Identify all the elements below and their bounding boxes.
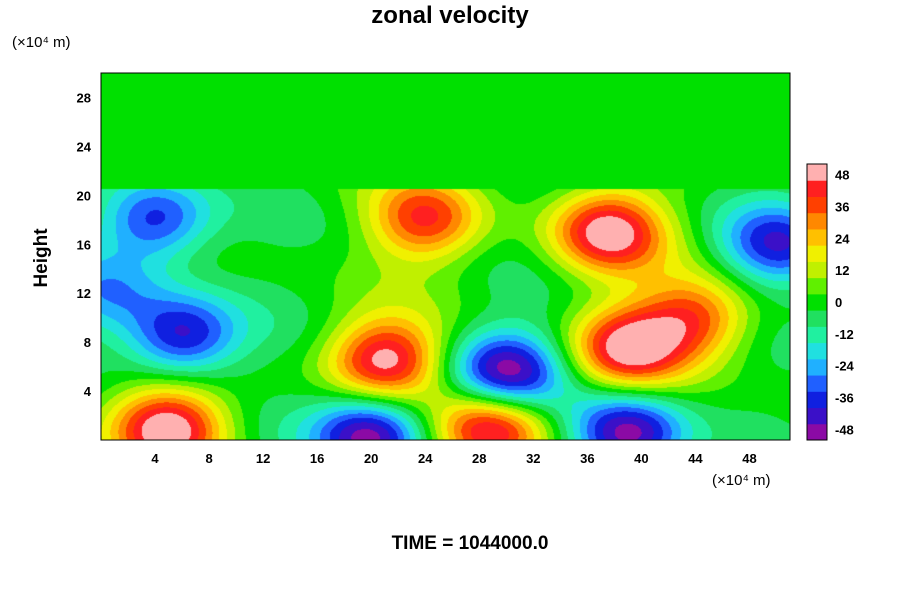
colorbar-swatch	[807, 407, 827, 425]
colorbar-swatch	[807, 196, 827, 214]
colorbar-swatch	[807, 277, 827, 295]
colorbar: 48 36 24 12 0 -12 -24 -36 -48	[806, 163, 855, 441]
colorbar-tick-label: 48	[835, 168, 849, 183]
colorbar-swatch	[807, 293, 827, 311]
colorbar-tick-label: 0	[835, 295, 842, 310]
x-tick-label: 36	[580, 451, 594, 466]
colorbar-swatch	[807, 310, 827, 327]
colorbar-tick-label: -12	[835, 327, 854, 342]
x-tick-label: 28	[472, 451, 486, 466]
colorbar-swatch	[807, 358, 827, 376]
colorbar-swatch	[807, 228, 827, 246]
y-tick-label: 24	[77, 139, 92, 154]
x-tick-label: 44	[688, 451, 703, 466]
y-axis: 4 8 12 16 20 24 28	[77, 90, 92, 399]
x-tick-label: 12	[256, 451, 270, 466]
x-tick-label: 20	[364, 451, 378, 466]
colorbar-swatch	[807, 261, 827, 279]
colorbar-swatch	[807, 375, 827, 392]
colorbar-swatch	[807, 326, 827, 344]
colorbar-swatch	[807, 212, 827, 230]
chart-title: zonal velocity	[371, 2, 529, 29]
x-tick-label: 16	[310, 451, 324, 466]
x-axis-unit: (×10⁴ m)	[712, 472, 771, 489]
y-tick-label: 12	[77, 286, 91, 301]
zonal-velocity-field	[101, 73, 790, 440]
colorbar-swatch	[807, 180, 827, 197]
colorbar-swatch	[807, 342, 827, 360]
colorbar-swatch	[807, 391, 827, 409]
y-axis-unit: (×10⁴ m)	[12, 34, 71, 51]
y-tick-label: 20	[77, 188, 91, 203]
x-tick-label: 8	[205, 451, 212, 466]
time-label: TIME = 1044000.0	[391, 533, 549, 554]
colorbar-tick-label: 12	[835, 263, 849, 278]
colorbar-swatch	[807, 164, 827, 181]
colorbar-frame	[806, 163, 828, 441]
colorbar-tick-label: -36	[835, 391, 854, 406]
colorbar-swatch	[807, 245, 827, 262]
colorbar-tick-label: 24	[835, 231, 850, 246]
y-tick-label: 8	[84, 335, 91, 350]
plot-frame	[100, 72, 791, 441]
x-tick-label: 4	[151, 451, 159, 466]
x-tick-label: 48	[742, 451, 756, 466]
x-tick-label: 32	[526, 451, 540, 466]
colorbar-tick-label: -48	[835, 422, 854, 437]
colorbar-tick-label: 36	[835, 199, 849, 214]
colorbar-swatch	[807, 423, 827, 441]
y-tick-label: 28	[77, 90, 91, 105]
x-tick-label: 40	[634, 451, 648, 466]
x-tick-label: 24	[418, 451, 433, 466]
colorbar-tick-label: -24	[835, 359, 855, 374]
y-tick-label: 16	[77, 237, 91, 252]
x-axis: 4 8 12 16 20 24 28 32 36 40 44 48	[151, 451, 756, 466]
y-tick-label: 4	[84, 384, 92, 399]
